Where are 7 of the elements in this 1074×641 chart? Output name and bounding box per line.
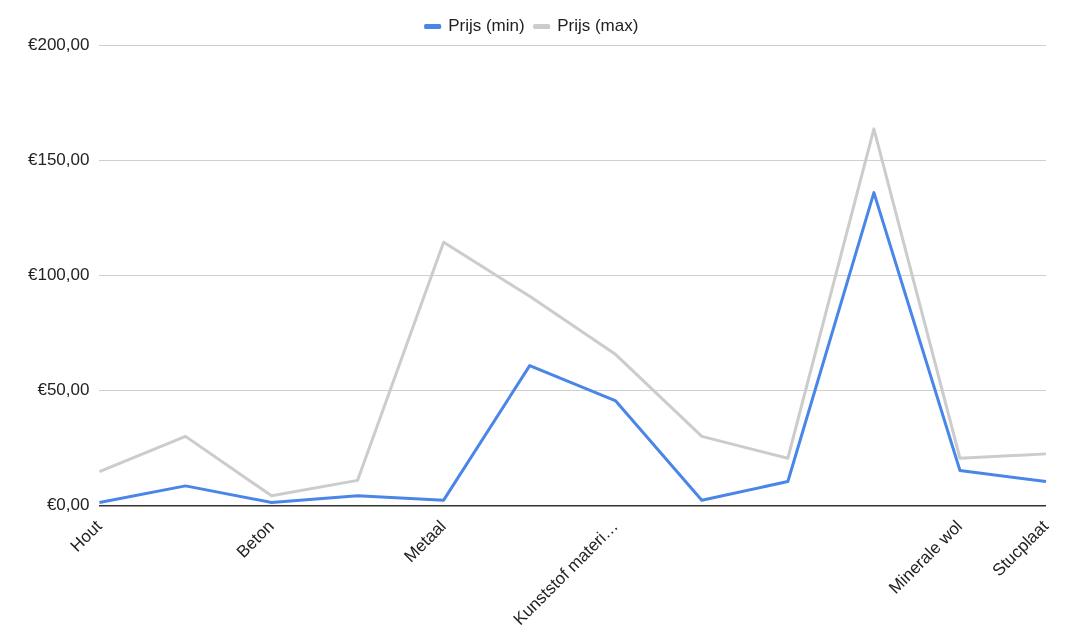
y-tick-label: €50,00 xyxy=(37,380,90,400)
legend-label: Prijs (min) xyxy=(448,16,525,36)
y-tick-label: €200,00 xyxy=(28,34,90,54)
legend-label: Prijs (max) xyxy=(557,16,639,36)
y-tick-label: €150,00 xyxy=(28,149,90,169)
y-tick-label: €100,00 xyxy=(28,265,90,285)
y-tick-label: €0,00 xyxy=(46,495,90,515)
